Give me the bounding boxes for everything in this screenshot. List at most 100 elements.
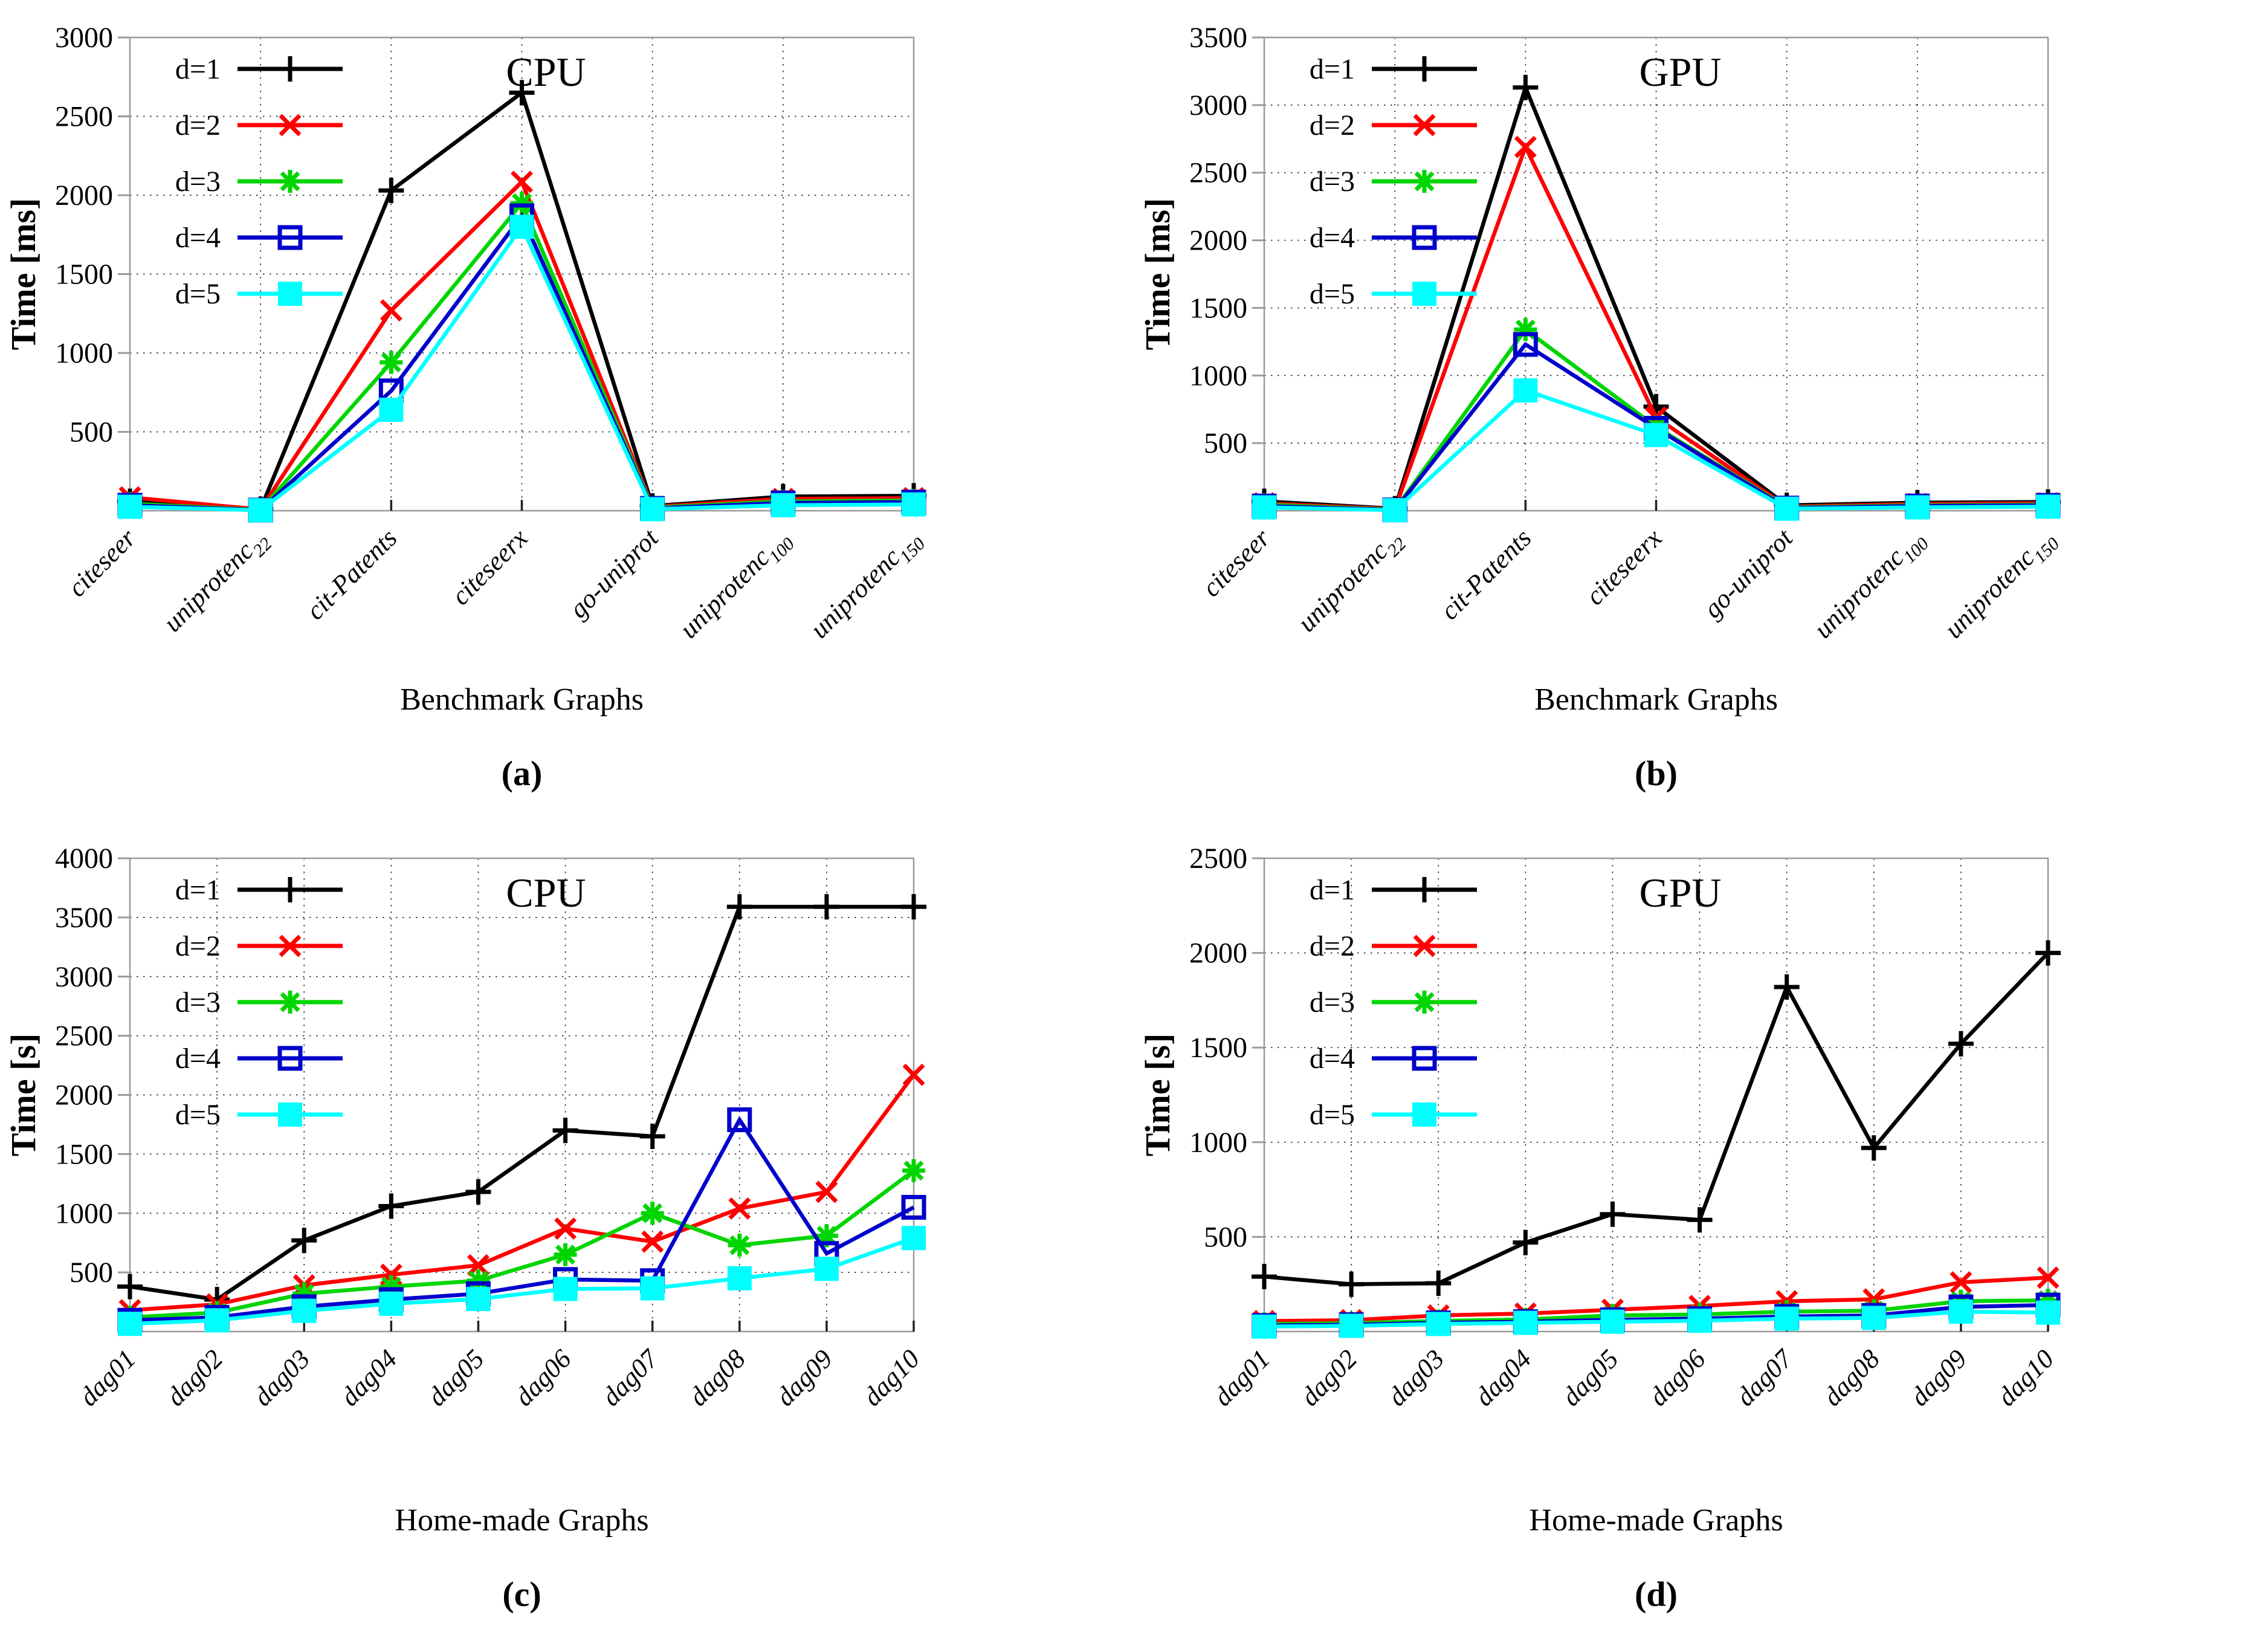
- svg-text:d=5: d=5: [175, 1099, 221, 1131]
- series-d2: [1253, 135, 2060, 520]
- svg-text:500: 500: [1204, 1221, 1247, 1253]
- legend: d=1 d=2 d=3 d=4 d=5: [175, 874, 343, 1131]
- chart-title: CPU: [506, 870, 586, 916]
- svg-text:3500: 3500: [55, 902, 113, 934]
- svg-text:d=1: d=1: [175, 53, 221, 85]
- series-d1: [117, 80, 926, 522]
- svg-text:3000: 3000: [1189, 89, 1247, 121]
- svg-text:d=4: d=4: [1310, 1043, 1355, 1075]
- chart-title: GPU: [1639, 870, 1721, 916]
- svg-text:3000: 3000: [55, 22, 113, 54]
- svg-text:d=4: d=4: [175, 1043, 221, 1075]
- panel-caption: (a): [501, 754, 543, 793]
- svg-text:citeseerx: citeseerx: [1580, 523, 1668, 611]
- legend: d=1 d=2 d=3 d=4 d=5: [175, 53, 343, 310]
- panel-a: 500 1000 1500 2000 2500 3000 citeseer uniproten…: [0, 0, 1134, 820]
- svg-text:2000: 2000: [1189, 225, 1247, 257]
- svg-text:dag01: dag01: [74, 1344, 141, 1411]
- grid: [129, 37, 914, 511]
- y-axis-ticks: 500 1000 1500 2000 2500: [1189, 843, 1264, 1253]
- svg-text:dag09: dag09: [1905, 1344, 1972, 1411]
- legend: d=1 d=2 d=3 d=4 d=5: [1310, 874, 1477, 1131]
- svg-text:1000: 1000: [1189, 360, 1247, 392]
- svg-text:1500: 1500: [1189, 292, 1247, 324]
- grid: [1264, 858, 2049, 1332]
- series-d5: [1252, 1300, 2060, 1339]
- svg-text:d=2: d=2: [1310, 930, 1355, 962]
- svg-text:dag02: dag02: [1295, 1344, 1363, 1411]
- svg-text:d=5: d=5: [1310, 1099, 1355, 1131]
- svg-text:dag04: dag04: [1469, 1344, 1537, 1411]
- panel-b: 500 1000 1500 2000 2500 3000 3500 citeseer unipr…: [1134, 0, 2268, 820]
- series-d5: [118, 1226, 926, 1336]
- svg-text:3500: 3500: [1189, 22, 1247, 54]
- svg-text:uniprotenc150: uniprotenc150: [1939, 523, 2063, 647]
- y-axis-ticks: 500 1000 1500 2000 2500 3000: [55, 22, 130, 448]
- series-d4: [117, 203, 926, 523]
- svg-text:1500: 1500: [55, 1138, 113, 1170]
- svg-text:dag05: dag05: [1556, 1344, 1624, 1411]
- svg-text:d=2: d=2: [175, 109, 221, 141]
- panel-c: 500 1000 1500 2000 2500 3000 3500 4000 dag01 dag0…: [0, 821, 1134, 1641]
- svg-text:uniprotenc150: uniprotenc150: [804, 523, 929, 647]
- grid: [129, 858, 914, 1332]
- svg-text:d=3: d=3: [175, 986, 221, 1018]
- svg-text:d=1: d=1: [1310, 874, 1355, 906]
- chart-title: CPU: [506, 49, 586, 95]
- legend: d=1 d=2 d=3 d=4 d=5: [1310, 53, 1477, 310]
- svg-text:dag09: dag09: [771, 1344, 838, 1411]
- panel-d: 500 1000 1500 2000 2500 dag01 dag02 dag03 dag04 d…: [1134, 821, 2268, 1641]
- chart-title: GPU: [1639, 49, 1721, 95]
- svg-text:dag01: dag01: [1208, 1344, 1276, 1411]
- series-d3: [118, 1159, 925, 1329]
- svg-text:citeseerx: citeseerx: [445, 523, 534, 611]
- svg-text:1000: 1000: [55, 1197, 113, 1229]
- svg-text:uniprotenc100: uniprotenc100: [1808, 523, 1933, 647]
- svg-text:dag06: dag06: [509, 1344, 577, 1411]
- svg-text:d=1: d=1: [175, 874, 221, 906]
- svg-text:1000: 1000: [55, 337, 113, 369]
- x-axis-title: Home-made Graphs: [395, 1503, 649, 1538]
- svg-text:2000: 2000: [55, 1079, 113, 1112]
- svg-text:dag06: dag06: [1643, 1344, 1711, 1411]
- x-axis-title: Benchmark Graphs: [1534, 682, 1778, 717]
- svg-text:d=5: d=5: [175, 278, 221, 310]
- svg-text:dag07: dag07: [596, 1343, 665, 1412]
- svg-text:go-uniprot: go-uniprot: [1698, 522, 1799, 624]
- panel-caption: (d): [1635, 1575, 1678, 1614]
- svg-text:dag10: dag10: [858, 1344, 925, 1411]
- svg-text:d=1: d=1: [1310, 53, 1355, 85]
- x-axis-title: Home-made Graphs: [1529, 1503, 1783, 1538]
- svg-text:d=3: d=3: [1310, 986, 1355, 1018]
- y-axis-title: Time [s]: [1138, 1034, 1177, 1157]
- y-axis-ticks: 500 1000 1500 2000 2500 3000 3500 4000: [55, 843, 130, 1289]
- svg-text:d=3: d=3: [175, 166, 221, 198]
- series-d5: [1252, 378, 2060, 523]
- y-axis-title: Time [ms]: [1138, 198, 1177, 351]
- svg-text:1500: 1500: [55, 259, 113, 291]
- svg-text:2000: 2000: [55, 180, 113, 212]
- svg-text:d=5: d=5: [1310, 278, 1355, 310]
- svg-text:500: 500: [69, 1257, 113, 1289]
- svg-text:uniprotenc22: uniprotenc22: [158, 523, 276, 641]
- svg-text:dag07: dag07: [1730, 1343, 1799, 1412]
- series-d5: [118, 215, 926, 523]
- svg-text:dag03: dag03: [248, 1344, 315, 1411]
- svg-text:uniprotenc22: uniprotenc22: [1292, 523, 1410, 641]
- svg-text:d=4: d=4: [1310, 222, 1355, 254]
- svg-text:2000: 2000: [1189, 937, 1247, 969]
- svg-text:dag08: dag08: [1817, 1344, 1885, 1411]
- panel-caption: (b): [1635, 754, 1678, 793]
- svg-text:4000: 4000: [55, 843, 113, 875]
- svg-text:d=2: d=2: [175, 930, 221, 962]
- series-d3: [118, 192, 925, 522]
- svg-text:500: 500: [69, 416, 113, 448]
- y-axis-ticks: 500 1000 1500 2000 2500 3000 3500: [1189, 22, 1264, 459]
- svg-text:dag04: dag04: [335, 1344, 402, 1411]
- svg-text:dag02: dag02: [161, 1344, 228, 1411]
